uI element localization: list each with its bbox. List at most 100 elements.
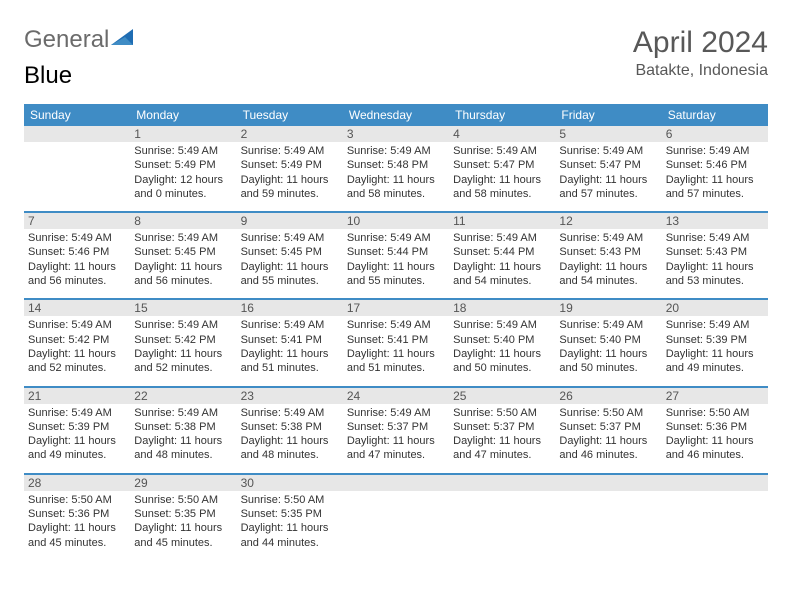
day-cell: 11 Sunrise: 5:49 AMSunset: 5:44 PMDayligh… [449, 212, 555, 299]
day-number: 20 [662, 300, 768, 316]
logo: General [24, 26, 137, 54]
day-number: 11 [449, 213, 555, 229]
day-cell: 15Sunrise: 5:49 AMSunset: 5:42 PMDayligh… [130, 299, 236, 386]
day-cell: 26Sunrise: 5:50 AMSunset: 5:37 PMDayligh… [555, 387, 661, 474]
col-saturday: Saturday [662, 104, 768, 126]
detail-line: Sunrise: 5:49 AM [241, 406, 339, 420]
day-cell: 1Sunrise: 5:49 AMSunset: 5:49 PMDaylight… [130, 126, 236, 212]
detail-line: Sunset: 5:47 PM [559, 158, 657, 172]
week-row: 1Sunrise: 5:49 AMSunset: 5:49 PMDaylight… [24, 126, 768, 212]
day-details: Sunrise: 5:49 AMSunset: 5:45 PMDaylight:… [134, 231, 232, 288]
detail-line: Sunset: 5:38 PM [241, 420, 339, 434]
detail-line: Sunset: 5:39 PM [666, 333, 764, 347]
day-number: 21 [24, 388, 130, 404]
day-details: Sunrise: 5:50 AMSunset: 5:37 PMDaylight:… [559, 406, 657, 463]
detail-line: and 54 minutes. [559, 274, 657, 288]
detail-line: Daylight: 11 hours [241, 347, 339, 361]
detail-line: Sunrise: 5:49 AM [241, 144, 339, 158]
detail-line: Sunrise: 5:50 AM [559, 406, 657, 420]
detail-line: and 45 minutes. [134, 536, 232, 550]
detail-line: Sunrise: 5:49 AM [453, 318, 551, 332]
col-thursday: Thursday [449, 104, 555, 126]
detail-line: Daylight: 11 hours [134, 521, 232, 535]
logo-triangle-icon [111, 26, 137, 54]
day-cell: 16Sunrise: 5:49 AMSunset: 5:41 PMDayligh… [237, 299, 343, 386]
day-cell [343, 474, 449, 560]
detail-line: Sunrise: 5:49 AM [347, 406, 445, 420]
detail-line: Sunset: 5:40 PM [453, 333, 551, 347]
detail-line: and 59 minutes. [241, 187, 339, 201]
day-cell: 5Sunrise: 5:49 AMSunset: 5:47 PMDaylight… [555, 126, 661, 212]
day-number: 18 [449, 300, 555, 316]
day-details: Sunrise: 5:49 AMSunset: 5:41 PMDaylight:… [347, 318, 445, 375]
day-cell: 19 Sunrise: 5:49 AMSunset: 5:40 PMDayligh… [555, 299, 661, 386]
detail-line: Sunset: 5:47 PM [453, 158, 551, 172]
detail-line: Daylight: 11 hours [666, 173, 764, 187]
day-number: 16 [237, 300, 343, 316]
day-number: 4 [449, 126, 555, 142]
detail-line: and 46 minutes. [666, 448, 764, 462]
day-number: 19 [555, 300, 661, 316]
detail-line: Daylight: 11 hours [559, 347, 657, 361]
day-number: 2 [237, 126, 343, 142]
detail-line: and 47 minutes. [453, 448, 551, 462]
day-number: 8 [130, 213, 236, 229]
day-number: 25 [449, 388, 555, 404]
detail-line: Sunset: 5:35 PM [134, 507, 232, 521]
detail-line: Sunrise: 5:49 AM [28, 406, 126, 420]
detail-line: Sunset: 5:44 PM [347, 245, 445, 259]
detail-line: Sunset: 5:37 PM [559, 420, 657, 434]
detail-line: Sunset: 5:41 PM [241, 333, 339, 347]
detail-line: Sunrise: 5:49 AM [134, 318, 232, 332]
detail-line: and 52 minutes. [28, 361, 126, 375]
detail-line: and 49 minutes. [28, 448, 126, 462]
day-details: Sunrise: 5:50 AMSunset: 5:35 PMDaylight:… [241, 493, 339, 550]
detail-line: and 48 minutes. [241, 448, 339, 462]
day-cell: 25Sunrise: 5:50 AMSunset: 5:37 PMDayligh… [449, 387, 555, 474]
detail-line: Daylight: 11 hours [347, 260, 445, 274]
month-title: April 2024 [633, 26, 768, 60]
day-cell: 12Sunrise: 5:49 AMSunset: 5:43 PMDayligh… [555, 212, 661, 299]
day-details: Sunrise: 5:49 AMSunset: 5:48 PMDaylight:… [347, 144, 445, 201]
detail-line: Daylight: 11 hours [559, 260, 657, 274]
day-cell: 30Sunrise: 5:50 AMSunset: 5:35 PMDayligh… [237, 474, 343, 560]
detail-line: Sunrise: 5:50 AM [453, 406, 551, 420]
detail-line: and 48 minutes. [134, 448, 232, 462]
day-details: Sunrise: 5:49 AMSunset: 5:49 PMDaylight:… [134, 144, 232, 201]
title-block: April 2024 Batakte, Indonesia [633, 26, 768, 80]
detail-line: Sunset: 5:36 PM [28, 507, 126, 521]
detail-line: Sunrise: 5:49 AM [666, 318, 764, 332]
day-cell: 10Sunrise: 5:49 AMSunset: 5:44 PMDayligh… [343, 212, 449, 299]
detail-line: Sunset: 5:38 PM [134, 420, 232, 434]
day-details: Sunrise: 5:49 AMSunset: 5:42 PMDaylight:… [134, 318, 232, 375]
day-cell [24, 126, 130, 212]
detail-line: Sunrise: 5:49 AM [28, 231, 126, 245]
detail-line: and 57 minutes. [559, 187, 657, 201]
day-number: 5 [555, 126, 661, 142]
detail-line: and 56 minutes. [28, 274, 126, 288]
day-number: 29 [130, 475, 236, 491]
detail-line: Sunrise: 5:49 AM [559, 231, 657, 245]
day-number [555, 475, 661, 491]
day-cell: 6Sunrise: 5:49 AMSunset: 5:46 PMDaylight… [662, 126, 768, 212]
detail-line: Sunrise: 5:49 AM [241, 231, 339, 245]
detail-line: Daylight: 11 hours [134, 260, 232, 274]
day-cell: 4Sunrise: 5:49 AMSunset: 5:47 PMDaylight… [449, 126, 555, 212]
day-cell: 21Sunrise: 5:49 AMSunset: 5:39 PMDayligh… [24, 387, 130, 474]
day-details: Sunrise: 5:49 AMSunset: 5:37 PMDaylight:… [347, 406, 445, 463]
detail-line: Daylight: 11 hours [666, 260, 764, 274]
day-details: Sunrise: 5:49 AMSunset: 5:40 PMDaylight:… [559, 318, 657, 375]
detail-line: Daylight: 11 hours [28, 521, 126, 535]
day-cell: 28Sunrise: 5:50 AMSunset: 5:36 PMDayligh… [24, 474, 130, 560]
detail-line: Sunrise: 5:49 AM [134, 144, 232, 158]
detail-line: Daylight: 11 hours [453, 260, 551, 274]
day-details: Sunrise: 5:49 AMSunset: 5:38 PMDaylight:… [134, 406, 232, 463]
day-details: Sunrise: 5:49 AMSunset: 5:44 PMDaylight:… [453, 231, 551, 288]
day-cell: 24Sunrise: 5:49 AMSunset: 5:37 PMDayligh… [343, 387, 449, 474]
day-cell: 3Sunrise: 5:49 AMSunset: 5:48 PMDaylight… [343, 126, 449, 212]
day-number: 14 [24, 300, 130, 316]
day-number: 7 [24, 213, 130, 229]
day-details: Sunrise: 5:49 AMSunset: 5:46 PMDaylight:… [666, 144, 764, 201]
week-row: 21Sunrise: 5:49 AMSunset: 5:39 PMDayligh… [24, 387, 768, 474]
detail-line: Daylight: 11 hours [453, 347, 551, 361]
